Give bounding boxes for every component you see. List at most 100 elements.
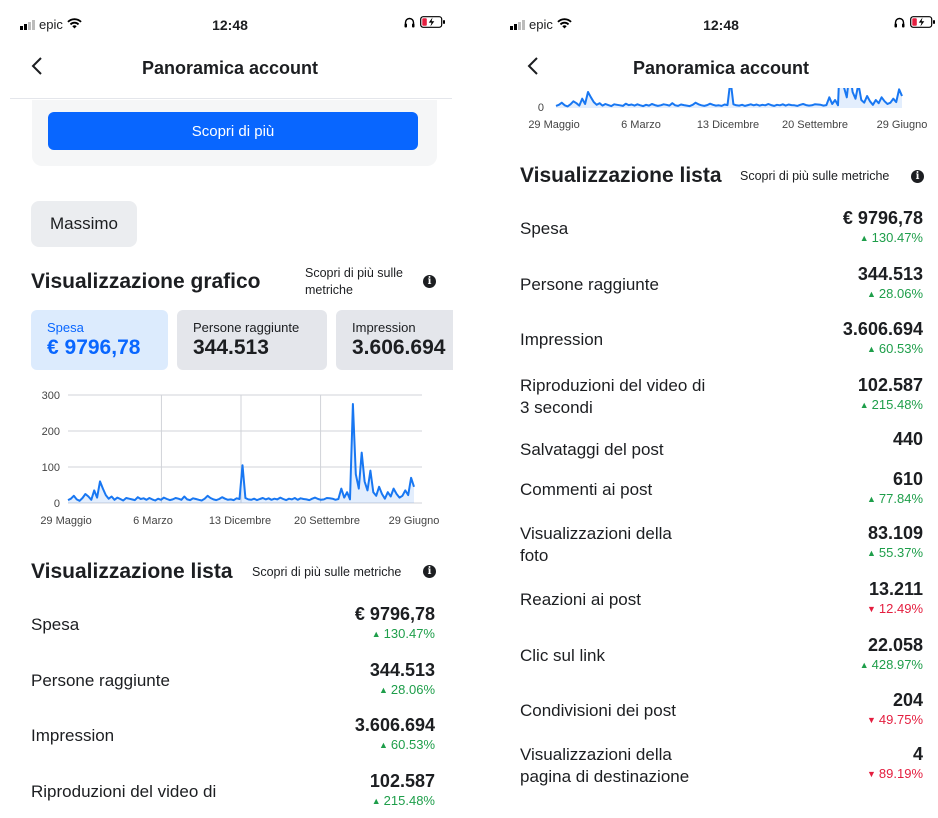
clock: 12:48 xyxy=(212,17,248,33)
y-tick-label: 100 xyxy=(42,462,60,474)
learn-more-button[interactable]: Scopri di più xyxy=(48,112,418,150)
metric-row[interactable]: Persone raggiunte 344.513 ▲ 28.06% xyxy=(478,264,938,319)
clock: 12:48 xyxy=(703,17,739,33)
page-title: Panoramica account xyxy=(632,58,810,78)
trend-up-icon: ▲ xyxy=(859,660,869,670)
metric-row[interactable]: Spesa € 9796,78 ▲ 130.47% xyxy=(478,208,938,264)
metric-value: 22.058 xyxy=(867,635,923,655)
battery-icon xyxy=(910,16,936,31)
metric-label-line: pagina di destinazione xyxy=(520,767,690,786)
trend-up-icon: ▲ xyxy=(859,400,869,410)
tab-impression[interactable]: Impression 3.606.694 xyxy=(336,310,453,370)
metric-row[interactable]: Clic sul link 22.058 ▲ 428.97% xyxy=(478,635,938,690)
signal-icon xyxy=(20,19,35,30)
headphones-icon xyxy=(894,16,905,31)
info-icon[interactable]: i xyxy=(423,565,436,578)
metric-label: Riproduzioni del video di xyxy=(31,782,217,801)
y-tick-label: 0 xyxy=(538,102,544,114)
metric-label: Spesa xyxy=(520,219,569,238)
metric-row[interactable]: Commenti ai post 610 ▲ 77.84% xyxy=(478,469,938,523)
back-chevron-icon[interactable] xyxy=(30,56,44,81)
metric-delta: ▲ 215.48% xyxy=(860,397,923,412)
back-chevron-icon[interactable] xyxy=(526,56,540,81)
metric-value: 3.606.694 xyxy=(354,715,435,735)
tab-value: 3.606.694 xyxy=(352,336,446,359)
metric-delta: ▼ 49.75% xyxy=(867,712,923,727)
metric-row[interactable]: Impression 3.606.694 ▲ 60.53% xyxy=(0,715,460,771)
metric-delta: ▲ 28.06% xyxy=(867,286,923,301)
tab-spend[interactable]: Spesa € 9796,78 xyxy=(31,310,168,370)
metric-label: Reazioni ai post xyxy=(520,590,641,609)
metric-row[interactable]: Impression 3.606.694 ▲ 60.53% xyxy=(478,319,938,375)
carrier-group: epic xyxy=(510,17,572,32)
metric-label: Commenti ai post xyxy=(520,480,653,499)
tab-people-reached[interactable]: Persone raggiunte 344.513 xyxy=(177,310,327,370)
list-section-title: Visualizzazione lista xyxy=(520,164,722,187)
y-tick-label: 200 xyxy=(42,426,60,438)
metric-label-line: foto xyxy=(520,546,549,565)
metric-delta-value: 60.53% xyxy=(390,737,435,752)
tab-value: € 9796,78 xyxy=(47,336,141,359)
metric-delta: ▲ 28.06% xyxy=(379,682,435,697)
metric-value: 4 xyxy=(912,744,923,764)
metric-label: Salvataggi del post xyxy=(520,440,664,459)
metric-row[interactable]: Condivisioni dei post 204 ▼ 49.75% xyxy=(478,690,938,744)
wifi-icon xyxy=(557,17,572,32)
x-tick-label: 20 Settembre xyxy=(294,515,360,527)
nav-bar: Panoramica account xyxy=(0,50,460,86)
metric-row[interactable]: Riproduzioni del video di 3 secondi 102.58… xyxy=(478,375,938,429)
x-tick-label: 6 Marzo xyxy=(621,119,661,131)
metric-tabs: Spesa € 9796,78 Persone raggiunte 344.51… xyxy=(31,310,453,370)
series-line-spesa[interactable] xyxy=(555,88,903,108)
metric-delta: ▲ 215.48% xyxy=(372,793,435,808)
spend-line-chart: 0 100 200 300 29 Maggio 6 Marzo 13 Dicembre 20 … xyxy=(40,390,439,527)
nav-divider xyxy=(10,98,452,99)
x-tick-label: 20 Settembre xyxy=(782,119,848,131)
promo-card: Scopri di più xyxy=(32,100,437,166)
trend-up-icon: ▲ xyxy=(371,629,381,639)
list-metrics-link[interactable]: Scopri di più sulle metriche xyxy=(740,169,890,183)
signal-icon xyxy=(510,19,525,30)
metric-value: 344.513 xyxy=(857,264,923,284)
metric-row[interactable]: Visualizzazioni della foto 83.109 ▲ 55.37% xyxy=(478,523,938,579)
metric-row[interactable]: Spesa € 9796,78 ▲ 130.47% xyxy=(0,604,460,660)
carrier-name: epic xyxy=(529,17,553,32)
trend-down-icon: ▼ xyxy=(866,769,876,779)
metric-row[interactable]: Salvataggi del post 440 xyxy=(478,429,938,469)
metric-row[interactable]: Reazioni ai post 13.211 ▼ 12.49% xyxy=(478,579,938,635)
x-tick-label: 6 Marzo xyxy=(133,515,173,527)
metric-delta-value: 77.84% xyxy=(878,491,923,506)
metric-label-line: Riproduzioni del video di xyxy=(520,376,706,395)
metric-row[interactable]: Riproduzioni del video di 102.587 ▲ 215.48% xyxy=(0,771,460,818)
tab-label: Persone raggiunte xyxy=(193,320,300,335)
graph-metrics-link[interactable]: Scopri di più sulle metriche xyxy=(305,266,403,297)
trend-up-icon: ▲ xyxy=(866,548,876,558)
series-line-spesa[interactable] xyxy=(67,403,415,502)
list-metrics-link[interactable]: Scopri di più sulle metriche xyxy=(252,565,402,579)
screen-gap xyxy=(460,0,478,818)
metric-delta-value: 12.49% xyxy=(878,601,923,616)
metric-label-line: 3 secondi xyxy=(520,398,593,417)
metric-delta: ▲ 130.47% xyxy=(372,626,435,641)
metric-delta: ▲ 60.53% xyxy=(379,737,435,752)
info-icon[interactable]: i xyxy=(911,170,924,183)
metric-delta-value: 60.53% xyxy=(878,341,923,356)
trend-down-icon: ▼ xyxy=(866,604,876,614)
metric-delta: ▲ 77.84% xyxy=(867,491,923,506)
left-screen: epic 12:48 Panoramica account Scopri di … xyxy=(0,0,460,818)
status-right xyxy=(894,16,936,31)
metric-value: 102.587 xyxy=(857,375,923,395)
right-screen: epic 12:48 Panoramica account 0 29 Maggio… xyxy=(478,0,938,818)
metric-row[interactable]: Visualizzazioni della pagina di destinazi… xyxy=(478,744,938,804)
x-tick-label: 29 Maggio xyxy=(40,515,91,527)
info-icon[interactable]: i xyxy=(423,275,436,288)
metric-value: 83.109 xyxy=(867,523,923,543)
metric-delta-value: 130.47% xyxy=(383,626,435,641)
filter-chip-maximum[interactable]: Massimo xyxy=(31,201,137,247)
metric-delta-value: 28.06% xyxy=(390,682,435,697)
metric-delta: ▼ 89.19% xyxy=(867,766,923,781)
status-right xyxy=(404,16,446,31)
metric-row[interactable]: Persone raggiunte 344.513 ▲ 28.06% xyxy=(0,660,460,715)
trend-up-icon: ▲ xyxy=(866,494,876,504)
nav-bar: Panoramica account xyxy=(478,50,938,86)
